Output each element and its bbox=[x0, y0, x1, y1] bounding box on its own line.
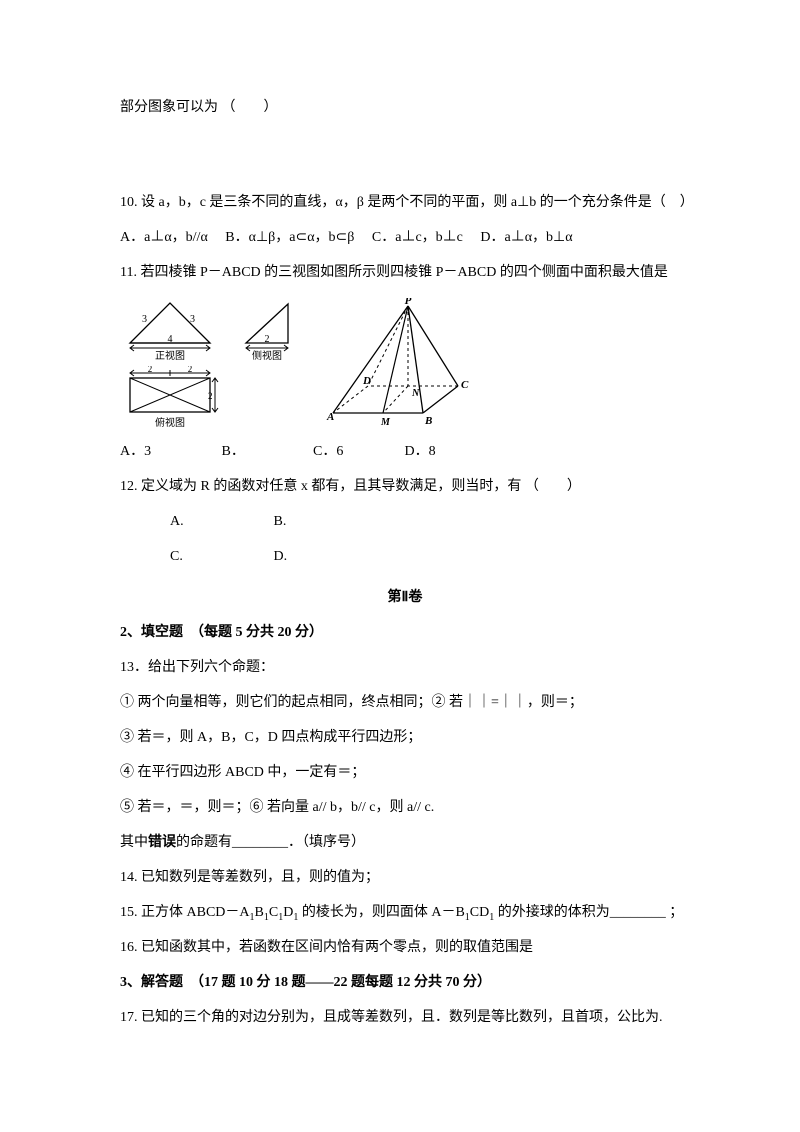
q11-figure: 4 3 3 正视图 2 侧视图 bbox=[120, 298, 690, 428]
q14: 14. 已知数列是等差数列，且，则的值为； bbox=[120, 860, 690, 895]
fill-heading: 2、填空题 （每题 5 分共 20 分） bbox=[120, 615, 690, 650]
top-view: 2 2 2 俯视图 bbox=[120, 366, 220, 428]
svg-text:2: 2 bbox=[148, 366, 153, 374]
q10-opt-b: B．α⊥β，a⊂α，b⊂β bbox=[225, 230, 354, 245]
q11-opt-d: D．8 bbox=[405, 434, 436, 469]
q13-p4: ⑤ 若＝，＝，则＝；⑥ 若向量 a// b，b// c，则 a// c. bbox=[120, 790, 690, 825]
q12-opt-d: D. bbox=[274, 549, 288, 564]
svg-text:侧视图: 侧视图 bbox=[252, 349, 282, 360]
svg-text:2: 2 bbox=[208, 391, 213, 401]
q17: 17. 已知的三个角的对边分别为，且成等差数列，且．数列是等比数列，且首项，公比… bbox=[120, 1000, 690, 1035]
q11-opt-a: A．3 bbox=[120, 434, 190, 469]
q15-e: 的棱长为，则四面体 A－B bbox=[298, 905, 464, 920]
svg-text:B: B bbox=[424, 415, 432, 427]
svg-text:D: D bbox=[362, 375, 371, 387]
q16: 16. 已知函数其中，若函数在区间内恰有两个零点，则的取值范围是 bbox=[120, 930, 690, 965]
svg-text:2: 2 bbox=[265, 334, 270, 345]
q12-opts-row2: C. D. bbox=[120, 539, 690, 574]
q12-opt-b: B. bbox=[274, 514, 287, 529]
q10-opt-c: C．a⊥c，b⊥c bbox=[372, 230, 463, 245]
q12-stem: 12. 定义域为 R 的函数对任意 x 都有，且其导数满足，则当时，有 （ ） bbox=[120, 469, 690, 504]
answer-heading: 3、解答题 （17 题 10 分 18 题——22 题每题 12 分共 70 分… bbox=[120, 965, 690, 1000]
three-views: 4 3 3 正视图 2 侧视图 bbox=[120, 298, 298, 428]
q13-stem: 13．给出下列六个命题： bbox=[120, 650, 690, 685]
q15-c: C bbox=[269, 905, 278, 920]
q13-p3: ④ 在平行四边形 ABCD 中，一定有＝； bbox=[120, 755, 690, 790]
svg-text:俯视图: 俯视图 bbox=[155, 416, 185, 428]
q13-tail-c: 的命题有________．（填序号） bbox=[176, 835, 365, 850]
q15-a: 15. 正方体 ABCD－A bbox=[120, 905, 250, 920]
svg-text:2: 2 bbox=[188, 366, 193, 374]
svg-text:M: M bbox=[380, 417, 391, 428]
q13-p2: ③ 若＝，则 A，B，C，D 四点构成平行四边形； bbox=[120, 720, 690, 755]
svg-text:4: 4 bbox=[168, 334, 173, 345]
q15-b: B bbox=[255, 905, 264, 920]
front-view: 4 3 3 正视图 bbox=[120, 298, 220, 360]
svg-text:N: N bbox=[411, 388, 420, 399]
exam-page: 部分图象可以为 （ ） 10. 设 a，b，c 是三条不同的直线，α，β 是两个… bbox=[0, 0, 800, 1132]
pyramid-3d: P A B C D M N bbox=[323, 298, 473, 428]
q10-stem: 10. 设 a，b，c 是三条不同的直线，α，β 是两个不同的平面，则 a⊥b … bbox=[120, 185, 690, 220]
q10-options: A．a⊥α，b//α B．α⊥β，a⊂α，b⊂β C．a⊥c，b⊥c D．a⊥α… bbox=[120, 220, 690, 255]
svg-text:P: P bbox=[405, 298, 412, 307]
svg-text:3: 3 bbox=[142, 314, 147, 325]
q12-opt-a: A. bbox=[170, 504, 270, 539]
q15-d: D bbox=[283, 905, 293, 920]
section2-title: 第Ⅱ卷 bbox=[120, 580, 690, 615]
q9-fragment: 部分图象可以为 （ ） bbox=[120, 90, 690, 125]
q11-options: A．3 B． C．6 D．8 bbox=[120, 434, 690, 469]
q15-g: 的外接球的体积为________ ； bbox=[494, 905, 683, 920]
q13-p1: ① 两个向量相等，则它们的起点相同，终点相同；② 若｜｜=｜｜，则＝； bbox=[120, 685, 690, 720]
q15: 15. 正方体 ABCD－A1B1C1D1 的棱长为，则四面体 A－B1CD1 … bbox=[120, 895, 690, 930]
q11-opt-b: B． bbox=[222, 434, 282, 469]
q10-opt-d: D．a⊥α，b⊥α bbox=[480, 230, 572, 245]
svg-text:3: 3 bbox=[190, 314, 195, 325]
q12-opt-c: C. bbox=[170, 539, 270, 574]
svg-text:正视图: 正视图 bbox=[155, 349, 185, 360]
side-view: 2 侧视图 bbox=[238, 298, 298, 360]
q13-tail-b: 错误 bbox=[148, 835, 176, 850]
q10-opt-a: A．a⊥α，b//α bbox=[120, 230, 208, 245]
q11-stem: 11. 若四棱锥 P－ABCD 的三视图如图所示则四棱锥 P－ABCD 的四个侧… bbox=[120, 255, 690, 290]
svg-text:C: C bbox=[461, 379, 469, 391]
q13-tail-a: 其中 bbox=[120, 835, 148, 850]
q12-opts-row1: A. B. bbox=[120, 504, 690, 539]
svg-text:A: A bbox=[326, 411, 334, 423]
q13-tail: 其中错误的命题有________．（填序号） bbox=[120, 825, 690, 860]
q15-f: CD bbox=[470, 905, 489, 920]
q11-opt-c: C．6 bbox=[313, 434, 373, 469]
